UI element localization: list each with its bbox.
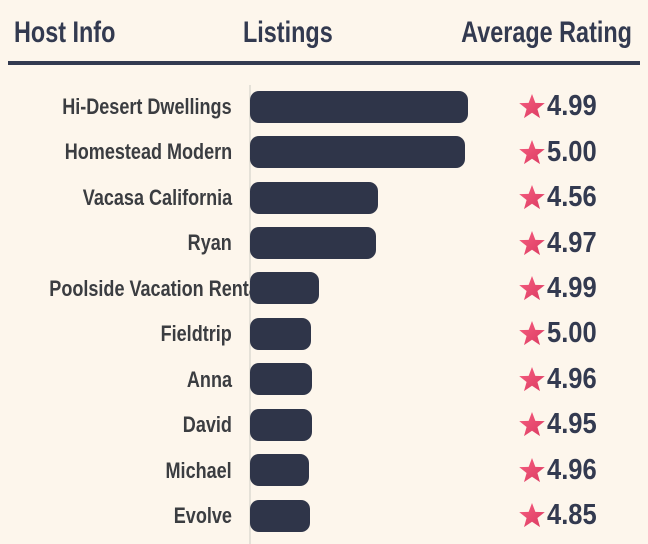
star-icon xyxy=(519,457,545,482)
host-label: Hi-Desert Dwellings xyxy=(0,84,232,129)
header-divider xyxy=(8,61,640,65)
host-label: Anna xyxy=(0,357,232,402)
star-icon xyxy=(519,94,545,119)
host-label-text: Fieldtrip xyxy=(160,321,232,347)
listings-bar xyxy=(250,272,319,305)
table-row: Anna 4.96 xyxy=(0,357,648,402)
star-icon xyxy=(519,412,545,437)
table-row: Evolve 4.85 xyxy=(0,493,648,538)
rating-value: 5.00 xyxy=(547,317,597,350)
star-icon xyxy=(519,139,545,164)
table-row: Ryan 4.97 xyxy=(0,220,648,265)
column-header-listings: Listings xyxy=(243,16,333,49)
table-row: David 4.95 xyxy=(0,402,648,447)
rating-cell: 5.00 xyxy=(519,311,603,356)
host-label-text: Evolve xyxy=(173,502,232,528)
star-icon xyxy=(519,276,545,301)
rating-cell: 4.56 xyxy=(519,175,603,220)
rating-value: 4.56 xyxy=(547,181,597,214)
host-label: Fieldtrip xyxy=(0,311,232,356)
star-icon xyxy=(519,366,545,391)
rating-value: 4.85 xyxy=(547,499,597,532)
rating-value: 4.96 xyxy=(547,362,597,395)
host-label: Michael xyxy=(0,448,232,493)
host-label-text: Poolside Vacation Rentals xyxy=(49,275,274,301)
rating-cell: 5.00 xyxy=(519,129,603,174)
rating-value: 4.99 xyxy=(547,90,597,123)
listings-bar xyxy=(250,499,310,532)
star-icon xyxy=(519,185,545,210)
column-header-average-rating: Average Rating xyxy=(461,16,632,49)
rating-value: 4.97 xyxy=(547,226,597,259)
host-label-text: Michael xyxy=(165,457,232,483)
star-icon xyxy=(519,321,545,346)
listings-bar xyxy=(250,181,378,214)
rating-cell: 4.97 xyxy=(519,220,603,265)
rating-cell: 4.95 xyxy=(519,402,603,447)
host-label: Homestead Modern xyxy=(0,129,232,174)
y-axis-line xyxy=(249,85,251,544)
host-label: Evolve xyxy=(0,493,232,538)
star-icon xyxy=(519,230,545,255)
listings-bar xyxy=(250,227,376,259)
rating-value: 4.96 xyxy=(547,453,597,486)
host-label: Vacasa California xyxy=(0,175,232,220)
rating-cell: 4.99 xyxy=(519,266,603,311)
listings-bar xyxy=(250,317,311,350)
table-row: Vacasa California 4.56 xyxy=(0,175,648,220)
table-row: Poolside Vacation Rentals 4.99 xyxy=(0,266,648,311)
table-row: Homestead Modern 5.00 xyxy=(0,129,648,174)
host-label: David xyxy=(0,402,232,447)
rating-cell: 4.85 xyxy=(519,493,603,538)
column-header-host-info: Host Info xyxy=(14,16,116,49)
listings-bar xyxy=(250,363,312,396)
host-label-text: Vacasa California xyxy=(82,184,232,210)
chart-rows: Hi-Desert Dwellings 4.99 Homestead Moder… xyxy=(0,84,648,538)
rating-cell: 4.96 xyxy=(519,357,603,402)
listings-bar xyxy=(250,90,468,123)
host-label: Poolside Vacation Rentals xyxy=(0,266,274,311)
host-label: Ryan xyxy=(0,220,232,265)
rating-value: 4.99 xyxy=(547,271,597,304)
table-row: Hi-Desert Dwellings 4.99 xyxy=(0,84,648,129)
listings-bar xyxy=(250,454,309,487)
rating-value: 4.95 xyxy=(547,408,597,441)
star-icon xyxy=(519,503,545,528)
table-row: Michael 4.96 xyxy=(0,448,648,493)
listings-bar xyxy=(250,136,465,169)
table-row: Fieldtrip 5.00 xyxy=(0,311,648,356)
host-label-text: David xyxy=(182,412,232,438)
host-label-text: Ryan xyxy=(187,230,232,256)
rating-cell: 4.96 xyxy=(519,448,603,493)
host-label-text: Homestead Modern xyxy=(64,139,232,165)
rating-value: 5.00 xyxy=(547,135,597,168)
rating-cell: 4.99 xyxy=(519,84,603,129)
host-label-text: Hi-Desert Dwellings xyxy=(62,94,232,119)
host-label-text: Anna xyxy=(186,366,232,392)
listings-bar xyxy=(250,408,312,441)
